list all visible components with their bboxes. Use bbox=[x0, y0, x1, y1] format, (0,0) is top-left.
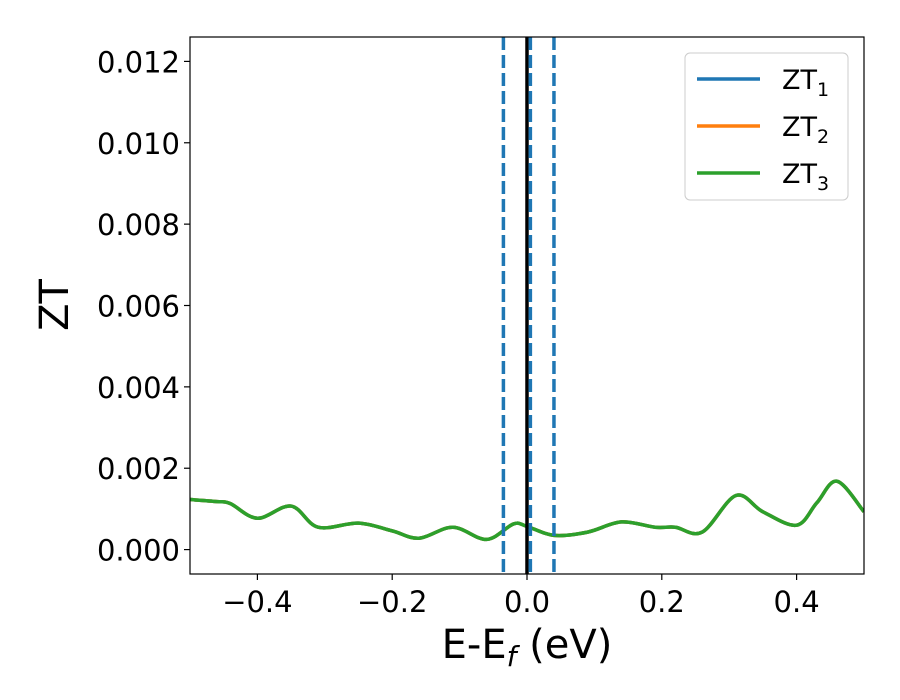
y-axis: 0.000 0.002 0.004 0.006 0.008 0.010 0.012 bbox=[97, 45, 190, 568]
y-tick-label: 0.002 bbox=[97, 452, 180, 486]
y-tick-label: 0.004 bbox=[97, 371, 180, 405]
y-tick-label: 0.012 bbox=[97, 45, 180, 79]
legend-box bbox=[684, 52, 849, 201]
y-tick-label: 0.006 bbox=[97, 290, 180, 324]
legend: ZT1 ZT2 ZT3 bbox=[684, 52, 849, 201]
legend-label-zt2: ZT2 bbox=[782, 112, 829, 148]
x-tick-label: −0.2 bbox=[357, 585, 427, 619]
y-tick-label: 0.010 bbox=[97, 127, 180, 161]
x-axis: −0.4 −0.2 0.0 0.2 0.4 bbox=[222, 574, 820, 619]
reference-lines bbox=[501, 37, 556, 574]
x-tick-label: 0.4 bbox=[774, 585, 820, 619]
x-tick-label: 0.2 bbox=[639, 585, 685, 619]
x-axis-title: E-Ef (eV) bbox=[442, 622, 613, 673]
x-tick-label: 0.0 bbox=[504, 585, 550, 619]
y-axis-title: ZT bbox=[32, 279, 78, 331]
y-tick-label: 0.000 bbox=[97, 534, 180, 568]
legend-label-zt1: ZT1 bbox=[782, 65, 829, 101]
x-tick-label: −0.4 bbox=[222, 585, 292, 619]
y-tick-label: 0.008 bbox=[97, 208, 180, 242]
legend-label-zt3: ZT3 bbox=[782, 159, 829, 195]
